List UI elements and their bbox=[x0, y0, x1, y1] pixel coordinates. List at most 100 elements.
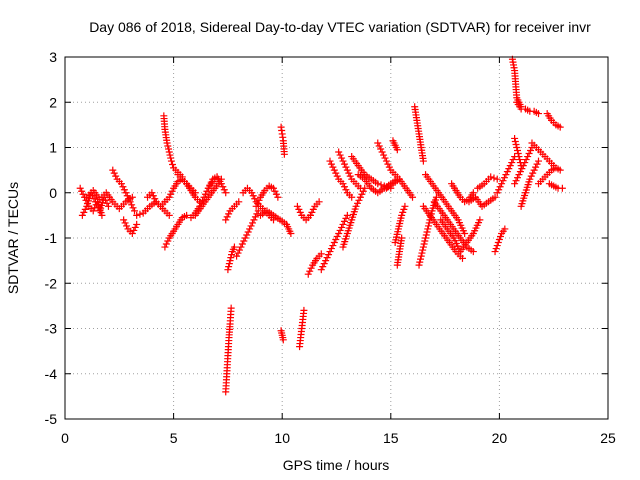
data-point bbox=[493, 242, 501, 250]
series-arc-55 bbox=[517, 157, 542, 210]
data-point bbox=[248, 189, 256, 197]
data-point bbox=[300, 306, 308, 314]
data-point bbox=[525, 150, 533, 158]
data-point bbox=[500, 174, 508, 182]
data-point bbox=[329, 163, 337, 171]
series-arc-16 bbox=[224, 243, 238, 274]
series-arc-36 bbox=[389, 137, 401, 154]
y-tick-label: -1 bbox=[45, 230, 58, 246]
data-point bbox=[532, 163, 540, 171]
series-arc-27 bbox=[304, 250, 325, 278]
data-point bbox=[104, 202, 112, 210]
data-point bbox=[469, 189, 477, 197]
data-point bbox=[129, 204, 137, 212]
data-point bbox=[340, 183, 348, 191]
data-point bbox=[102, 196, 110, 204]
data-point bbox=[315, 198, 323, 206]
series-arc-42 bbox=[419, 202, 466, 262]
data-point bbox=[332, 236, 340, 244]
data-point bbox=[133, 220, 141, 228]
data-point bbox=[516, 156, 524, 164]
data-point bbox=[287, 229, 295, 237]
data-point bbox=[306, 267, 314, 275]
data-point bbox=[274, 193, 282, 201]
data-point bbox=[235, 246, 243, 254]
series-arc-39 bbox=[382, 175, 417, 201]
data-point bbox=[336, 226, 344, 234]
data-point bbox=[519, 162, 527, 170]
data-point bbox=[228, 251, 236, 259]
data-point bbox=[374, 139, 382, 147]
data-point bbox=[419, 246, 427, 254]
data-point bbox=[117, 180, 125, 188]
y-tick-label: -4 bbox=[45, 366, 58, 382]
data-point bbox=[493, 189, 501, 197]
data-point bbox=[151, 195, 159, 203]
data-point bbox=[419, 157, 427, 165]
data-point bbox=[165, 193, 173, 201]
data-point bbox=[98, 211, 106, 219]
data-point bbox=[123, 222, 131, 230]
data-point bbox=[254, 207, 262, 215]
data-point bbox=[509, 156, 517, 164]
data-point bbox=[496, 183, 504, 191]
data-point bbox=[330, 166, 338, 174]
data-point bbox=[78, 211, 86, 219]
y-axis-ticks: -5 -4 -3 -2 -1 0 1 2 3 bbox=[45, 49, 608, 427]
data-point bbox=[385, 163, 393, 171]
x-axis-label: GPS time / hours bbox=[283, 457, 390, 473]
data-point bbox=[515, 153, 523, 161]
data-point bbox=[204, 184, 212, 192]
data-point bbox=[343, 211, 351, 219]
data-point bbox=[506, 162, 514, 170]
data-point bbox=[492, 245, 500, 253]
data-point bbox=[511, 137, 519, 145]
data-point bbox=[279, 336, 287, 344]
y-tick-label: -3 bbox=[45, 321, 58, 337]
data-point bbox=[112, 172, 120, 180]
data-point bbox=[241, 234, 249, 242]
series-arc-25 bbox=[296, 306, 308, 351]
data-point bbox=[165, 145, 173, 153]
data-point bbox=[345, 169, 353, 177]
series-arc-41 bbox=[415, 193, 440, 269]
data-point bbox=[306, 211, 314, 219]
data-point bbox=[162, 240, 170, 248]
series-arc-47 bbox=[465, 193, 499, 210]
data-point bbox=[240, 237, 248, 245]
x-tick-label: 5 bbox=[170, 430, 178, 446]
data-point bbox=[343, 166, 351, 174]
data-point bbox=[120, 186, 128, 194]
data-point bbox=[425, 219, 433, 227]
data-point bbox=[109, 166, 117, 174]
data-point bbox=[533, 160, 541, 168]
data-point bbox=[511, 134, 519, 142]
x-tick-label: 10 bbox=[274, 430, 290, 446]
series-arc-31 bbox=[335, 148, 364, 192]
data-point bbox=[93, 201, 101, 209]
data-point bbox=[336, 151, 344, 159]
series-arc-59 bbox=[545, 180, 566, 192]
data-point bbox=[505, 165, 513, 173]
y-tick-label: 2 bbox=[49, 94, 57, 110]
data-point bbox=[271, 187, 279, 195]
data-point bbox=[356, 193, 364, 201]
data-point bbox=[165, 211, 173, 219]
data-point bbox=[307, 264, 315, 272]
data-point bbox=[103, 199, 111, 207]
data-point bbox=[207, 178, 215, 186]
series-arc-58 bbox=[543, 110, 564, 131]
data-point bbox=[339, 180, 347, 188]
series-arc-28 bbox=[306, 198, 323, 219]
x-tick-label: 20 bbox=[492, 430, 508, 446]
series-arc-18 bbox=[233, 207, 262, 260]
data-point bbox=[250, 216, 258, 224]
data-point bbox=[342, 214, 350, 222]
data-point bbox=[168, 187, 176, 195]
data-point bbox=[458, 254, 466, 262]
data-point bbox=[513, 144, 521, 151]
data-point bbox=[527, 147, 535, 155]
data-point bbox=[378, 148, 386, 156]
data-point bbox=[217, 180, 225, 188]
data-point bbox=[128, 193, 136, 201]
